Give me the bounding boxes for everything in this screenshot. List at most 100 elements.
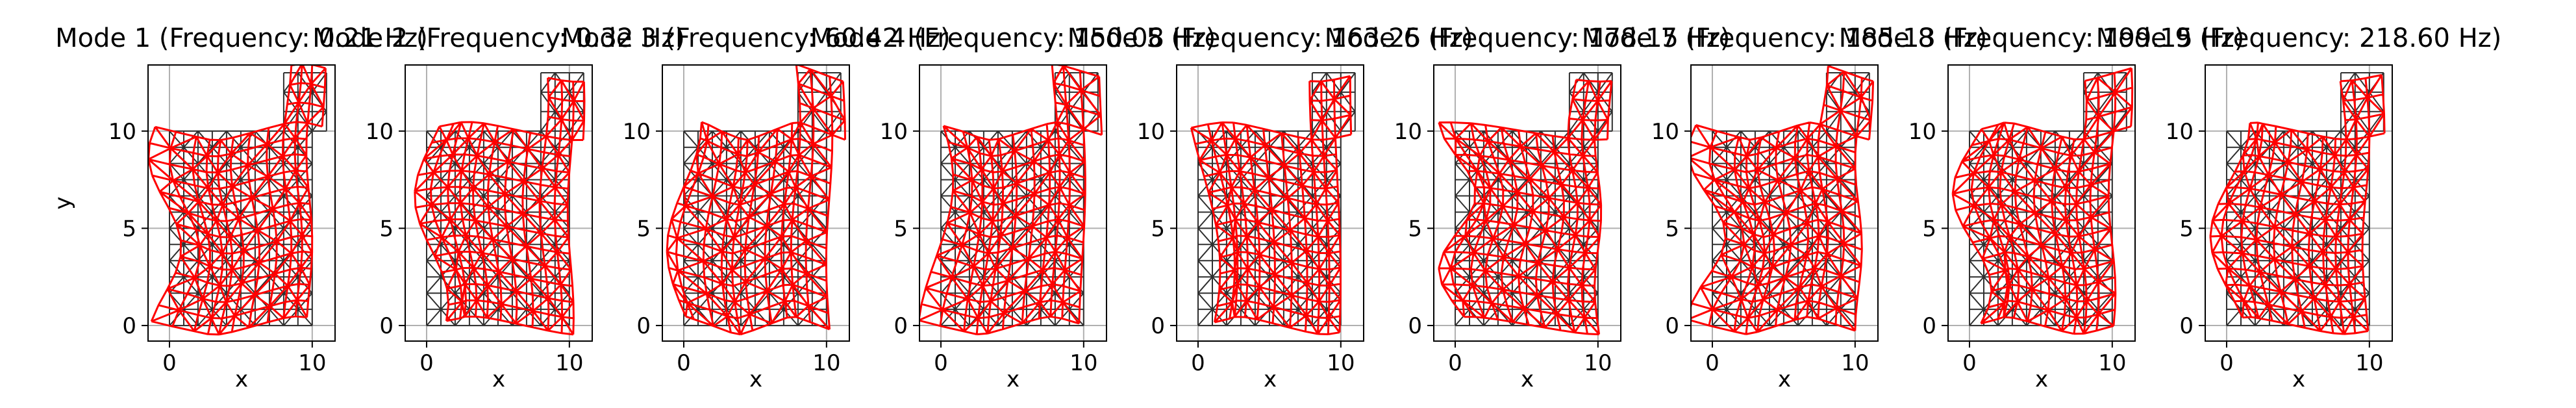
axes-frame: [1947, 64, 2136, 342]
x-tick-label: 0: [934, 350, 948, 376]
x-axis-label: x: [1521, 366, 1534, 392]
subplot-title: Mode 4 (Frequency: 150.08 Hz): [810, 23, 1216, 53]
subplot-title: Mode 5 (Frequency: 163.25 Hz): [1068, 23, 1473, 53]
x-tick-label: 10: [1069, 350, 1097, 376]
x-tick-label: 0: [677, 350, 691, 376]
y-tick-label: 5: [636, 216, 651, 242]
y-tick-label: 10: [1394, 119, 1422, 145]
y-tick-label: 0: [1151, 313, 1165, 339]
x-tick-label: 10: [555, 350, 583, 376]
axes-frame: [147, 64, 336, 342]
x-axis-label: x: [235, 366, 248, 392]
deformed-mesh: [2209, 73, 2386, 335]
axes-frame: [1176, 64, 1364, 342]
deformed-mesh: [666, 65, 846, 336]
deformed-mesh: [1190, 75, 1353, 335]
y-tick-label: 5: [1408, 216, 1422, 242]
y-tick-label: 0: [894, 313, 908, 339]
mesh-area: [1951, 67, 2134, 335]
x-tick-label: 10: [2098, 350, 2126, 376]
y-tick-label: 5: [379, 216, 394, 242]
y-tick-label: 5: [1151, 216, 1165, 242]
subplot-title: Mode 9 (Frequency: 218.60 Hz): [2096, 23, 2502, 53]
axes-frame: [1690, 64, 1879, 342]
x-tick-label: 0: [1705, 350, 1719, 376]
axes-frame: [919, 64, 1107, 342]
x-tick-label: 10: [1584, 350, 1612, 376]
subplot-mode-4: Mode 4 (Frequency: 150.08 Hz) 0 10 0 5 10 x: [810, 23, 1216, 392]
subplot-mode-3: Mode 3 (Frequency: 60.42 Hz) 0 10 0 5 10 x: [561, 23, 950, 392]
x-tick-label: 0: [2220, 350, 2234, 376]
x-tick-label: 0: [162, 350, 177, 376]
x-tick-label: 0: [419, 350, 434, 376]
subplot-title: Mode 1 (Frequency: 0.21 Hz): [55, 23, 428, 53]
mesh-area: [1190, 72, 1356, 335]
subplot-mode-6: Mode 6 (Frequency: 178.15 Hz) 0 10 0 5 10 x: [1325, 23, 1731, 392]
axes-frame: [1433, 64, 1621, 342]
x-axis-label: x: [1264, 366, 1277, 392]
y-tick-label: 0: [1665, 313, 1679, 339]
subplot-mode-7: Mode 7 (Frequency: 185.13 Hz) 0 10 0 5 10 x: [1582, 23, 1988, 392]
y-tick-label: 0: [379, 313, 394, 339]
x-tick-label: 10: [812, 350, 840, 376]
x-axis-label: x: [749, 366, 762, 392]
y-tick-label: 10: [1651, 119, 1679, 145]
subplot-title: Mode 3 (Frequency: 60.42 Hz): [561, 23, 950, 53]
subplot-mode-1: Mode 1 (Frequency: 0.21 Hz) 0 10 0 5 10 x y: [50, 23, 428, 392]
y-tick-label: 10: [2166, 119, 2194, 145]
subplot-title: Mode 7 (Frequency: 185.13 Hz): [1582, 23, 1988, 53]
x-tick-label: 10: [2355, 350, 2383, 376]
y-tick-label: 10: [108, 119, 136, 145]
y-tick-label: 0: [122, 313, 136, 339]
y-tick-label: 0: [1922, 313, 1936, 339]
x-axis-label: x: [492, 366, 505, 392]
y-tick-label: 10: [1908, 119, 1936, 145]
axes-frame: [662, 64, 850, 342]
mesh-area: [666, 65, 846, 336]
deformed-mesh: [414, 77, 586, 336]
mesh-area: [1691, 65, 1875, 335]
deformed-mesh: [1438, 79, 1613, 336]
subplot-title: Mode 8 (Frequency: 199.15 Hz): [1839, 23, 2245, 53]
x-axis-label: x: [1778, 366, 1791, 392]
subplot-mode-2: Mode 2 (Frequency: 0.32 Hz) 0 10 0 5 10 x: [312, 23, 685, 392]
mesh-area: [414, 72, 586, 336]
y-tick-label: 10: [1137, 119, 1165, 145]
y-axis-label: y: [50, 196, 76, 209]
mesh-area: [1438, 72, 1613, 336]
deformed-mesh: [919, 65, 1103, 336]
deformed-mesh: [148, 65, 327, 336]
y-tick-label: 5: [894, 216, 908, 242]
subplot-mode-8: Mode 8 (Frequency: 199.15 Hz) 0 10 0 5 10 x: [1839, 23, 2245, 392]
y-tick-label: 5: [1922, 216, 1936, 242]
y-tick-label: 0: [1408, 313, 1422, 339]
x-axis-label: x: [2292, 366, 2305, 392]
y-tick-label: 5: [2179, 216, 2194, 242]
deformed-mesh: [1691, 65, 1875, 335]
x-tick-label: 0: [1962, 350, 1977, 376]
subplot-mode-9: Mode 9 (Frequency: 218.60 Hz) 0 10 0 5 10 x: [2096, 23, 2502, 392]
x-tick-label: 0: [1448, 350, 1462, 376]
deformed-mesh: [1951, 67, 2134, 335]
y-tick-label: 10: [880, 119, 908, 145]
subplot-title: Mode 6 (Frequency: 178.15 Hz): [1325, 23, 1731, 53]
x-axis-label: x: [2035, 366, 2048, 392]
mesh-area: [2209, 72, 2386, 335]
x-tick-label: 10: [1841, 350, 1869, 376]
mesh-area: [148, 65, 327, 336]
y-tick-label: 10: [623, 119, 651, 145]
y-tick-label: 5: [122, 216, 136, 242]
subplot-mode-5: Mode 5 (Frequency: 163.25 Hz) 0 10 0 5 10 x: [1068, 23, 1473, 392]
y-tick-label: 10: [366, 119, 394, 145]
x-tick-label: 10: [298, 350, 326, 376]
x-tick-label: 0: [1191, 350, 1205, 376]
subplot-title: Mode 2 (Frequency: 0.32 Hz): [312, 23, 685, 53]
y-tick-label: 5: [1665, 216, 1679, 242]
y-tick-label: 0: [2179, 313, 2194, 339]
y-tick-label: 0: [636, 313, 651, 339]
mesh-area: [919, 65, 1103, 336]
axes-frame: [405, 64, 593, 342]
x-tick-label: 10: [1327, 350, 1355, 376]
axes-frame: [2205, 64, 2393, 342]
